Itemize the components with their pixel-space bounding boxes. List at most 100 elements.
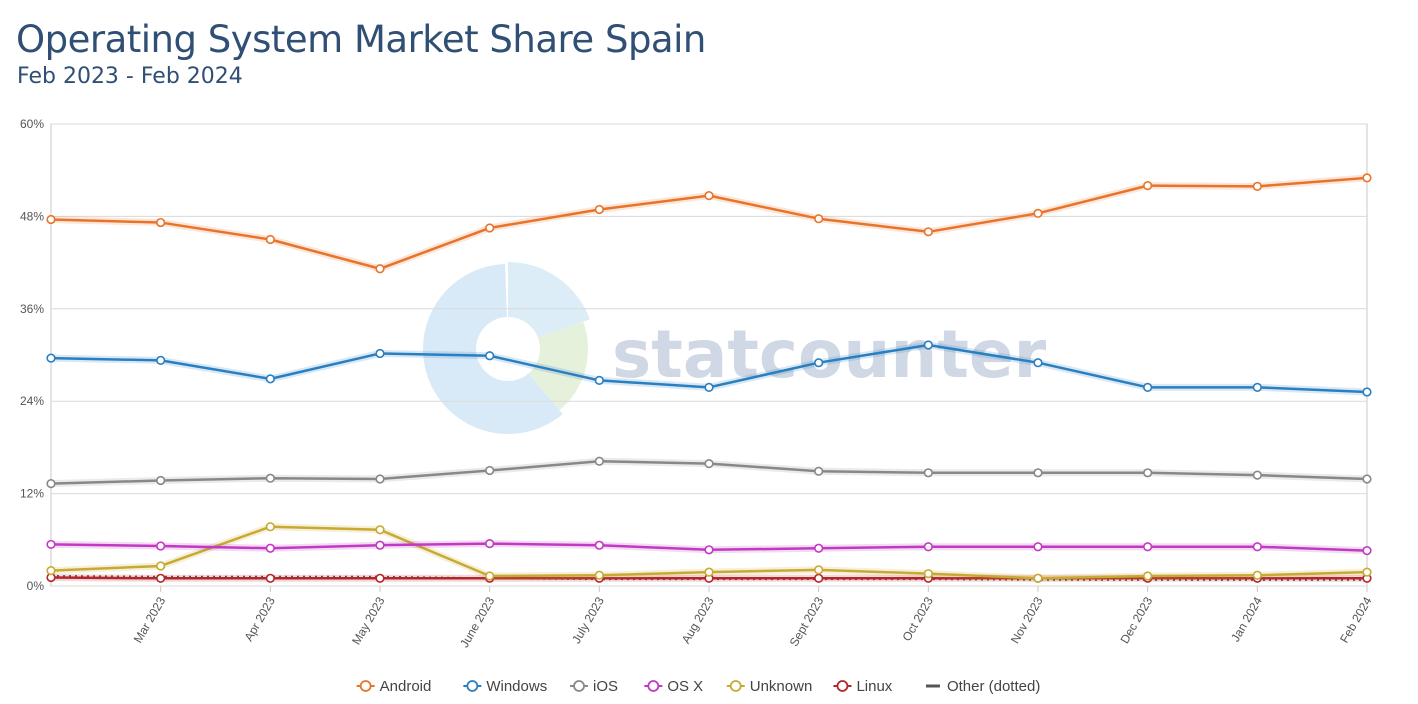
data-point[interactable] [485,223,495,233]
data-point[interactable] [923,569,933,579]
data-point[interactable] [594,204,604,215]
data-point[interactable] [265,234,275,245]
data-point[interactable] [156,217,166,228]
data-point[interactable] [156,355,166,365]
data-point[interactable] [156,561,166,571]
legend-marker [359,680,372,692]
data-point[interactable] [485,539,495,549]
legend-item-ios[interactable]: iOS [570,678,618,695]
data-point[interactable] [485,571,495,581]
data-point[interactable] [814,466,824,476]
data-point[interactable] [1252,470,1262,480]
data-point[interactable] [1033,573,1043,583]
x-axis-ticks: Mar 2023 Apr 2023 May 2023 June 2023 July 20… [131,594,1375,650]
data-point[interactable] [1033,468,1043,478]
data-point[interactable] [1143,181,1153,191]
data-point[interactable] [704,567,714,577]
legend-label: Windows [486,678,547,695]
x-tick-label: Aug 2023 [679,594,717,646]
data-point[interactable] [1143,542,1153,552]
data-point[interactable] [156,573,166,583]
data-point[interactable] [265,573,275,583]
data-point[interactable] [375,540,385,550]
chart-title: Operating System Market Share Spain [16,18,706,61]
legend-label: Unknown [750,678,813,695]
series-unknown [46,522,1372,583]
data-point[interactable] [814,565,824,575]
data-point[interactable] [923,340,933,350]
data-point[interactable] [923,227,933,237]
legend-label: Android [380,678,432,695]
legend-marker [647,680,660,692]
data-point[interactable] [1252,382,1262,392]
x-tick-label: May 2023 [349,594,388,647]
data-point[interactable] [594,570,604,580]
data-point[interactable] [704,191,714,201]
data-point[interactable] [814,543,824,553]
legend-item-windows[interactable]: Windows [463,678,547,695]
data-point[interactable] [923,542,933,552]
data-point[interactable] [814,573,824,583]
data-point[interactable] [1252,181,1262,191]
data-point[interactable] [1143,468,1153,478]
series-android [46,173,1372,274]
data-point[interactable] [594,375,604,386]
data-point[interactable] [1143,382,1153,392]
data-point[interactable] [1362,545,1372,556]
watermark-logo-slice [508,262,590,339]
data-point[interactable] [704,458,714,469]
data-point[interactable] [265,374,275,384]
data-point[interactable] [1033,542,1043,552]
data-point[interactable] [704,382,714,392]
data-point[interactable] [375,525,385,535]
data-point[interactable] [1252,570,1262,580]
data-point[interactable] [814,214,824,224]
legend-item-unknown[interactable]: Unknown [726,678,813,695]
y-tick-label: 48% [20,209,44,223]
data-point[interactable] [594,456,604,466]
data-point[interactable] [704,545,714,555]
data-point[interactable] [46,478,56,489]
data-point[interactable] [46,214,56,225]
series-os-x [46,539,1372,556]
data-point[interactable] [375,573,385,583]
legend-item-linux[interactable]: Linux [833,678,893,695]
chart-legend[interactable]: Android Windows iOS OS X Unknown Linux Other (… [356,678,1041,695]
data-point[interactable] [156,475,166,486]
legend-item-other-dotted[interactable]: Other (dotted) [925,678,1040,695]
data-point[interactable] [375,348,385,359]
series-ios [46,456,1372,489]
legend-label: iOS [593,678,618,695]
data-point[interactable] [46,565,56,576]
data-point[interactable] [1033,208,1043,218]
legend-label: OS X [667,678,703,695]
data-point[interactable] [375,264,385,274]
data-point[interactable] [1362,567,1372,577]
legend-item-android[interactable]: Android [356,678,432,695]
data-point[interactable] [814,358,824,368]
data-point[interactable] [485,465,495,476]
data-point[interactable] [156,541,166,551]
legend-marker [573,680,585,692]
data-point[interactable] [1362,474,1372,484]
legend-label: Linux [856,678,892,695]
data-point[interactable] [1362,387,1372,397]
data-point[interactable] [1252,542,1262,552]
x-tick-label: Apr 2023 [241,594,278,643]
legend-marker [836,680,849,692]
data-point[interactable] [265,473,275,483]
data-point[interactable] [375,474,385,484]
legend-marker [466,680,479,692]
data-point[interactable] [265,522,275,532]
legend-item-os-x[interactable]: OS X [644,678,703,695]
data-point[interactable] [1362,173,1372,183]
data-point[interactable] [1033,358,1043,368]
y-tick-label: 24% [20,394,44,408]
data-point[interactable] [46,539,56,550]
data-point[interactable] [46,353,56,363]
data-point[interactable] [1143,571,1153,581]
data-point[interactable] [594,540,604,550]
data-point[interactable] [923,468,933,478]
data-point[interactable] [265,543,275,553]
data-point[interactable] [485,351,495,361]
